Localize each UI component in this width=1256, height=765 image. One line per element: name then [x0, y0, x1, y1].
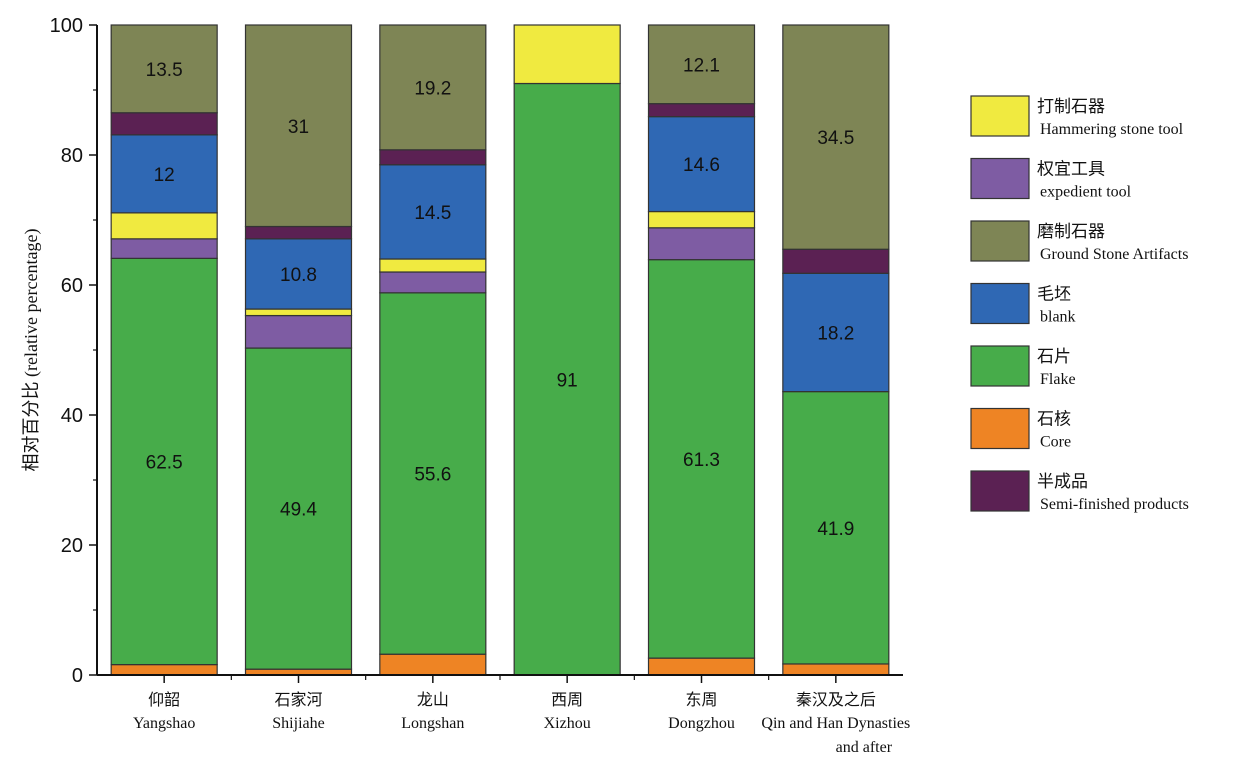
bar-segment-hammering: [110, 212, 218, 240]
y-tick-label: 80: [61, 145, 83, 167]
data-label: 12.1: [683, 55, 720, 76]
legend-label-cn: 石片: [1037, 347, 1071, 367]
legend-swatch-hammering: [970, 95, 1030, 137]
legend-swatch-flake: [970, 345, 1030, 387]
data-label: 19.2: [414, 78, 451, 99]
x-tick-label-cn: 仰韶: [148, 690, 180, 709]
bar-segment-ground: [782, 24, 890, 250]
x-tick-label-en: Yangshao: [133, 715, 195, 732]
y-tick-label: 40: [61, 405, 83, 427]
data-label: 55.6: [414, 465, 451, 486]
legend-label-cn: 磨制石器: [1037, 222, 1105, 242]
legend-label-cn: 半成品: [1037, 472, 1088, 492]
legend-label-en: Hammering stone tool: [1040, 121, 1184, 138]
bar-segment-ground: [110, 24, 218, 114]
bar-segment-semi: [244, 225, 353, 240]
bar-segment-core: [647, 657, 756, 676]
legend-swatch-blank: [970, 282, 1030, 325]
legend-label-en: expedient tool: [1040, 184, 1132, 201]
legend-swatch-semi: [970, 470, 1030, 512]
bar-segment-flake: [244, 347, 353, 670]
x-tick-label-cn: 石家河: [274, 690, 322, 709]
legend-label-en: Flake: [1040, 371, 1076, 388]
x-tick-label-cn: 西周: [551, 690, 583, 709]
legend-swatch-expedient: [970, 157, 1030, 200]
bar-segment-expedient: [379, 271, 487, 294]
bar-segment-ground: [244, 24, 353, 228]
legend-label-en: blank: [1040, 309, 1076, 326]
legend-label-cn: 打制石器: [1037, 97, 1105, 117]
bar-segment-flake: [513, 82, 621, 676]
x-tick-label-en: Qin and Han Dynasties: [761, 715, 910, 732]
bar-segment-ground: [647, 24, 756, 105]
y-axis-label: 相对百分比 (relative percentage): [21, 229, 42, 472]
bar-segment-hammering: [379, 258, 487, 273]
bar-segment-semi: [110, 112, 218, 136]
bar-segment-hammering: [647, 210, 756, 229]
bar-segment-expedient: [110, 238, 218, 259]
legend-label-cn: 石核: [1037, 410, 1071, 430]
bar-segment-semi: [379, 149, 487, 166]
legend-label-en: Semi-finished products: [1040, 496, 1189, 513]
bar-segment-expedient: [244, 314, 353, 349]
data-label: 49.4: [280, 500, 317, 521]
legend-label-en: Core: [1040, 434, 1071, 451]
bar-segment-flake: [379, 292, 487, 655]
x-tick-label-cn: 秦汉及之后: [796, 690, 876, 709]
x-tick-label-en: Longshan: [401, 715, 464, 732]
x-tick-label-en: Xizhou: [544, 715, 591, 732]
data-label: 62.5: [146, 452, 183, 473]
data-label: 91: [557, 370, 578, 391]
bar-segment-semi: [782, 248, 890, 274]
y-tick-label: 100: [50, 15, 83, 37]
data-label: 31: [288, 117, 309, 138]
bar-segment-blank: [110, 134, 218, 214]
bar-segment-semi: [647, 103, 756, 118]
data-label: 34.5: [817, 128, 854, 149]
data-label: 10.8: [280, 265, 317, 286]
legend-swatch-core: [970, 407, 1030, 450]
x-tick-label-cn: 东周: [685, 690, 717, 709]
legend-label-cn: 权宜工具: [1037, 160, 1105, 180]
bar-segment-hammering: [244, 308, 353, 317]
x-tick-label-en: Dongzhou: [668, 715, 735, 732]
bar-segment-core: [782, 663, 890, 676]
legend-swatch-ground: [970, 220, 1030, 262]
data-label: 41.9: [817, 519, 854, 540]
data-label: 13.5: [146, 60, 183, 81]
bar-segment-ground: [379, 24, 487, 151]
data-label: 14.6: [683, 155, 720, 176]
y-tick-label: 60: [61, 275, 83, 297]
y-tick-label: 0: [72, 665, 83, 687]
legend-label-en: Ground Stone Artifacts: [1040, 246, 1188, 263]
data-label: 14.5: [414, 203, 451, 224]
bar-segment-blank: [244, 238, 353, 310]
bar-segment-blank: [782, 272, 890, 393]
data-label: 12: [154, 165, 175, 186]
bar-segment-core: [110, 663, 218, 676]
x-tick-label-en: and after: [836, 739, 893, 756]
x-tick-label-en: Shijiahe: [272, 715, 324, 732]
y-tick-label: 20: [61, 535, 83, 557]
legend-label-cn: 毛坯: [1037, 285, 1071, 305]
bar-segment-expedient: [647, 227, 756, 261]
data-label: 18.2: [817, 323, 854, 344]
data-label: 61.3: [683, 450, 720, 471]
x-tick-label-cn: 龙山: [417, 690, 449, 709]
bar-segment-flake: [647, 259, 756, 659]
bar-segment-core: [379, 653, 487, 676]
bar-segment-flake: [110, 257, 218, 666]
bar-segment-hammering: [513, 24, 621, 85]
bar-segment-flake: [782, 391, 890, 665]
